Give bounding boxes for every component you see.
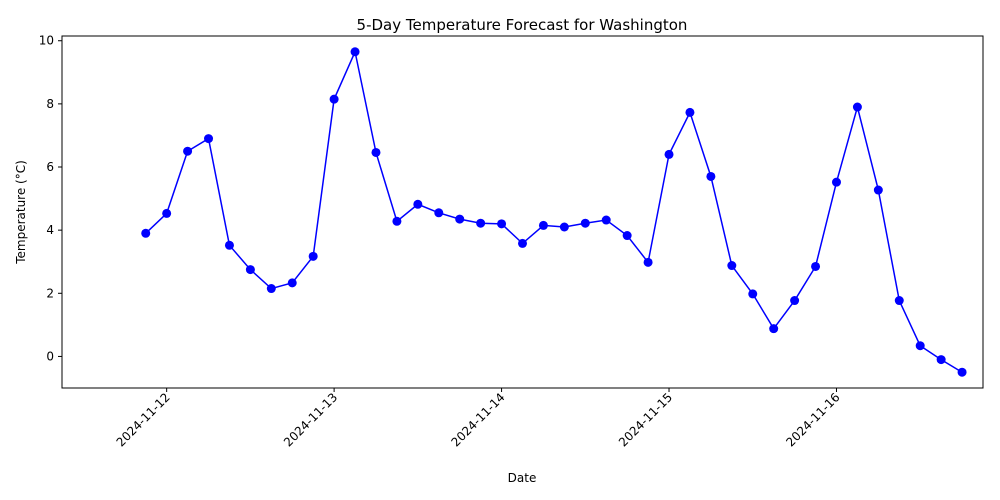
- data-point: [371, 147, 381, 157]
- data-point: [852, 102, 862, 112]
- plot-area-frame: [61, 35, 984, 389]
- data-point: [245, 265, 255, 275]
- data-point: [727, 261, 737, 271]
- x-tick-label: 2024-11-16: [783, 390, 842, 449]
- data-point: [413, 199, 423, 209]
- data-point: [706, 171, 716, 181]
- data-point: [559, 222, 569, 232]
- data-point: [329, 94, 339, 104]
- x-tick-label: 2024-11-12: [114, 390, 173, 449]
- data-point: [811, 261, 821, 271]
- data-point: [894, 296, 904, 306]
- x-tick-label: 2024-11-13: [281, 390, 340, 449]
- y-tick-label: 0: [46, 349, 54, 363]
- data-series: [141, 47, 967, 377]
- data-point: [580, 218, 590, 228]
- y-tick-label: 4: [46, 223, 54, 237]
- data-point: [455, 214, 465, 224]
- data-point: [601, 215, 611, 225]
- data-point: [162, 208, 172, 218]
- data-point: [183, 146, 193, 156]
- data-point: [434, 208, 444, 218]
- data-point: [831, 177, 841, 187]
- x-tick-label: 2024-11-14: [448, 390, 507, 449]
- data-point: [957, 367, 967, 377]
- data-point: [936, 355, 946, 365]
- data-point: [476, 218, 486, 228]
- data-point: [790, 296, 800, 306]
- data-point: [392, 216, 402, 226]
- data-point: [873, 185, 883, 195]
- data-point: [204, 134, 214, 144]
- y-tick-label: 10: [39, 34, 54, 48]
- y-tick-label: 6: [46, 160, 54, 174]
- data-point: [685, 107, 695, 117]
- y-axis: 0 2 4 6 8 10: [39, 34, 62, 363]
- data-point: [769, 324, 779, 334]
- x-axis: 2024-11-12 2024-11-13 2024-11-14 2024-11-15…: [114, 388, 843, 449]
- data-point: [141, 228, 151, 238]
- chart-title: 5-Day Temperature Forecast for Washingto…: [357, 16, 688, 34]
- data-point: [748, 289, 758, 299]
- y-tick-label: 8: [46, 97, 54, 111]
- data-point: [643, 257, 653, 267]
- series-line: [145, 49, 963, 373]
- x-tick-label: 2024-11-15: [616, 390, 675, 449]
- y-tick-label: 2: [46, 286, 54, 300]
- data-point: [664, 149, 674, 159]
- data-point: [224, 240, 234, 250]
- x-axis-label: Date: [508, 471, 537, 485]
- y-axis-label: Temperature (°C): [14, 160, 28, 265]
- data-point: [350, 47, 360, 57]
- data-point: [915, 341, 925, 351]
- data-point: [622, 231, 632, 241]
- data-point: [266, 284, 276, 294]
- data-point: [497, 219, 507, 229]
- data-point: [518, 238, 527, 248]
- data-point: [538, 220, 548, 230]
- data-point: [308, 251, 318, 261]
- data-point: [287, 278, 297, 288]
